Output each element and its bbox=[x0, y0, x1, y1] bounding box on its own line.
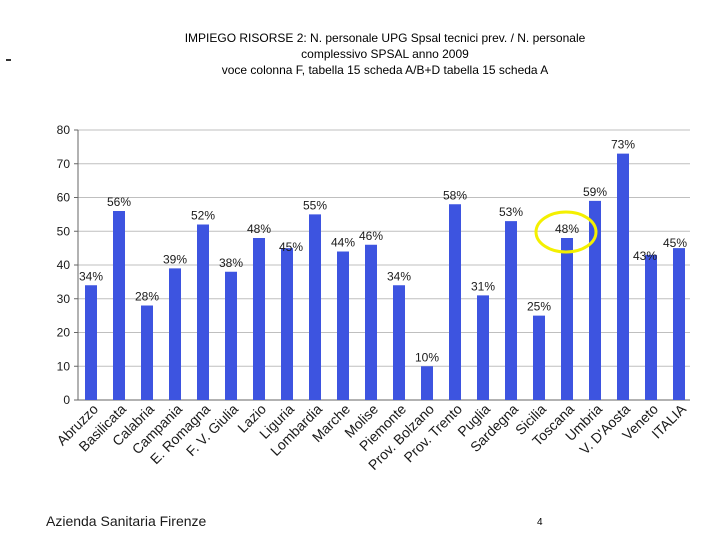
data-label-8: 55% bbox=[303, 198, 327, 212]
y-tick-label-40: 40 bbox=[57, 258, 71, 272]
bar-sicilia bbox=[533, 315, 545, 400]
y-tick-label-20: 20 bbox=[57, 326, 71, 340]
chart-title-line-1: IMPIEGO RISORSE 2: N. personale UPG Spsa… bbox=[184, 31, 586, 45]
chart-title-line-2: complessivo SPSAL anno 2009 bbox=[301, 47, 469, 61]
data-label-18: 59% bbox=[583, 185, 607, 199]
data-label-20: 43% bbox=[633, 249, 657, 263]
data-label-6: 48% bbox=[247, 222, 271, 236]
bar-lombardia bbox=[309, 214, 321, 400]
y-tick-label-30: 30 bbox=[57, 292, 71, 306]
bar-prov-bolzano bbox=[421, 366, 433, 400]
y-tick-label-50: 50 bbox=[57, 224, 71, 238]
data-label-7: 45% bbox=[279, 240, 303, 254]
chart-title: IMPIEGO RISORSE 2: N. personale UPG Spsa… bbox=[120, 30, 650, 78]
bar-lazio bbox=[253, 238, 265, 400]
bar-molise bbox=[365, 244, 377, 400]
footer-organization: Azienda Sanitaria Firenze bbox=[46, 513, 207, 529]
y-tick-label-70: 70 bbox=[57, 157, 71, 171]
bar-toscana bbox=[561, 238, 573, 400]
bar-liguria bbox=[281, 248, 293, 400]
data-label-1: 56% bbox=[107, 195, 131, 209]
data-label-5: 38% bbox=[219, 256, 243, 270]
data-label-11: 34% bbox=[387, 269, 411, 283]
data-label-2: 28% bbox=[135, 290, 159, 304]
bar-campania bbox=[169, 268, 181, 400]
data-label-12: 10% bbox=[415, 350, 439, 364]
bar-calabria bbox=[141, 305, 153, 400]
bar-f-v-giulia bbox=[225, 271, 237, 400]
page-number: 4 bbox=[537, 517, 543, 528]
data-label-9: 44% bbox=[331, 236, 355, 250]
y-tick-label-0: 0 bbox=[63, 393, 70, 407]
data-label-4: 52% bbox=[191, 209, 215, 223]
bar-v-d-aosta bbox=[617, 153, 629, 400]
bar-sardegna bbox=[505, 221, 517, 400]
data-label-3: 39% bbox=[163, 252, 187, 266]
bar-basilicata bbox=[113, 211, 125, 400]
bar-e-romagna bbox=[197, 224, 209, 400]
bar-puglia bbox=[477, 295, 489, 400]
chart-title-line-3: voce colonna F, tabella 15 scheda A/B+D … bbox=[221, 63, 549, 77]
highlight-ring bbox=[534, 210, 598, 254]
data-label-13: 58% bbox=[443, 188, 467, 202]
y-tick-label-10: 10 bbox=[57, 359, 71, 373]
bar-piemonte bbox=[393, 285, 405, 400]
y-tick-label-60: 60 bbox=[57, 191, 71, 205]
data-label-17: 48% bbox=[555, 222, 579, 236]
data-label-10: 46% bbox=[359, 229, 383, 243]
bar-prov-trento bbox=[449, 204, 461, 400]
data-label-15: 53% bbox=[499, 205, 523, 219]
data-label-16: 25% bbox=[527, 300, 551, 314]
data-label-21: 45% bbox=[663, 236, 687, 250]
y-tick-label-80: 80 bbox=[57, 123, 71, 137]
data-label-0: 34% bbox=[79, 269, 103, 283]
data-label-19: 73% bbox=[611, 138, 635, 152]
bar-veneto bbox=[645, 254, 657, 400]
bar-umbria bbox=[589, 200, 601, 400]
bar-italia bbox=[673, 248, 685, 400]
slide-edge-mark bbox=[6, 59, 11, 61]
bar-abruzzo bbox=[85, 285, 97, 400]
bar-marche bbox=[337, 251, 349, 400]
data-label-14: 31% bbox=[471, 279, 495, 293]
